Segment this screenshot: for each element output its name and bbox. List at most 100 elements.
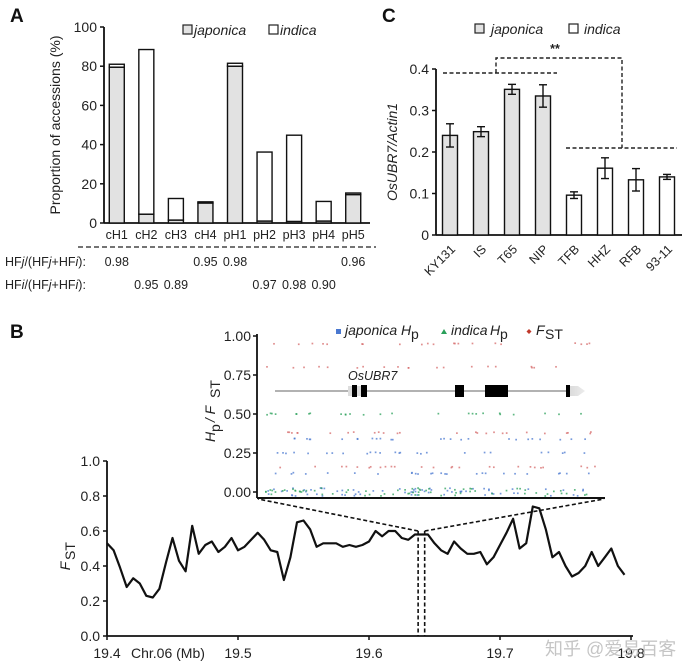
b-inset-point xyxy=(412,489,415,491)
b-inset-point xyxy=(587,472,590,475)
b-inset-point xyxy=(354,493,357,496)
b-inset-point xyxy=(475,431,477,434)
b-inset-point xyxy=(397,366,399,368)
b-inset-point xyxy=(420,343,423,346)
b-inset-point xyxy=(318,365,320,368)
watermark: 知乎 @爱易百客 xyxy=(545,639,676,659)
gene-exon-1 xyxy=(352,385,357,397)
b-inset-point xyxy=(326,452,328,455)
a-x-tick-label: pH1 xyxy=(224,228,247,242)
b-inset-point xyxy=(563,451,566,454)
b-inset-point xyxy=(313,489,316,492)
c-legend-label-japonica: japonica xyxy=(489,21,543,37)
b-inset-point xyxy=(539,438,541,441)
b-inset-point xyxy=(292,366,295,369)
c-x-tick-label: NIP xyxy=(526,242,551,267)
b-inset-point xyxy=(274,472,277,475)
b-inset-point xyxy=(290,473,293,475)
b-inset-y-tick-label: 0.25 xyxy=(224,445,251,461)
b-inset-point xyxy=(267,493,270,495)
a-bar-indica xyxy=(167,197,185,221)
a-y-tick-label: 40 xyxy=(81,137,97,153)
b-inset-point xyxy=(365,490,367,492)
b-inset-point xyxy=(440,472,443,475)
b-inset-point xyxy=(584,438,586,441)
b-y-tick-label: 0.6 xyxy=(81,523,101,539)
b-inset-point xyxy=(450,466,453,469)
b-x-tick-label: 19.5 xyxy=(224,645,251,661)
b-inset-point xyxy=(483,451,486,454)
b-inset-point xyxy=(390,465,393,468)
b-inset-point xyxy=(517,465,520,468)
gene-exon-3 xyxy=(455,385,464,397)
b-inset-point xyxy=(449,438,452,440)
b-inset-axes: 0.00 0.25 0.50 0.75 1.00 xyxy=(224,328,605,500)
a-y-tick-label: 60 xyxy=(81,97,97,113)
a-bar-japonica xyxy=(197,202,214,224)
b-inset-point xyxy=(266,413,268,416)
a-x-tick-label: cH2 xyxy=(135,228,157,242)
b-inset-point xyxy=(372,490,375,492)
b-inset-point xyxy=(412,491,414,494)
b-inset-point xyxy=(454,342,456,345)
legend-marker-japonica-hp xyxy=(336,329,341,334)
b-inset-point xyxy=(501,432,504,435)
b-inset-point xyxy=(443,493,446,496)
b-inset-point xyxy=(309,412,312,415)
b-inset-point xyxy=(460,438,463,441)
b-inset-point xyxy=(467,412,470,415)
b-inset-point xyxy=(391,412,393,415)
b-inset-y-tick-label: 0.00 xyxy=(224,484,251,500)
b-inset-point xyxy=(292,487,294,490)
b-inset-point xyxy=(570,438,573,441)
c-bracket xyxy=(495,57,623,148)
b-inset-point xyxy=(286,490,288,492)
b-inset-background xyxy=(257,333,605,498)
legend-marker-fst xyxy=(526,329,532,334)
b-inset-point xyxy=(516,487,519,490)
a-x-tick-label: cH3 xyxy=(165,228,187,242)
a-bar-japonica xyxy=(108,66,125,224)
c-x-tick-label: T65 xyxy=(495,242,520,267)
b-inset-point xyxy=(516,492,519,495)
b-inset-point xyxy=(345,491,348,494)
b-inset-point xyxy=(393,465,396,468)
b-inset-point xyxy=(471,412,474,415)
b-inset-point xyxy=(305,490,307,493)
b-inset-point xyxy=(407,367,410,369)
b-inset-point xyxy=(292,488,294,491)
b-inset-point xyxy=(426,342,429,345)
b-inset-point xyxy=(384,465,387,468)
b-inset-point xyxy=(398,488,401,490)
b-inset-point xyxy=(357,491,360,493)
b-inset-point xyxy=(472,487,474,490)
b-inset-point xyxy=(420,452,422,455)
b-y-tick-label: 0.0 xyxy=(81,628,101,644)
b-inset-point xyxy=(574,342,577,345)
a-bar-indica xyxy=(138,48,155,215)
a-ratio-row-label: HFi/(HFj+HFi): xyxy=(5,278,86,292)
b-inset-point xyxy=(399,451,402,454)
b-inset-point xyxy=(381,490,384,492)
b-inset-point xyxy=(345,465,348,468)
b-inset-point xyxy=(482,412,484,415)
b-inset-point xyxy=(344,413,347,416)
b-inset-point xyxy=(356,466,359,468)
b-inset-point xyxy=(485,432,488,435)
b-inset-point xyxy=(374,451,377,454)
b-inset-point xyxy=(573,489,576,491)
c-y-tick-label: 0.2 xyxy=(410,144,430,160)
c-bar-japonica xyxy=(472,130,490,236)
b-inset-point xyxy=(273,342,275,345)
b-inset-point xyxy=(281,490,284,492)
legend-label-japonica-h: H xyxy=(401,322,412,338)
b-inset-point xyxy=(451,465,454,468)
b-inset-point xyxy=(411,471,413,474)
b-inset-point xyxy=(505,432,508,434)
panel-label-a: A xyxy=(10,6,24,27)
b-inset-point xyxy=(582,489,584,492)
b-inset-point xyxy=(519,487,521,490)
b-inset-point xyxy=(454,488,456,491)
a-x-tick-labels: cH1 cH2 cH3 cH4 pH1 pH2 pH3 pH4 pH5 xyxy=(106,228,365,242)
